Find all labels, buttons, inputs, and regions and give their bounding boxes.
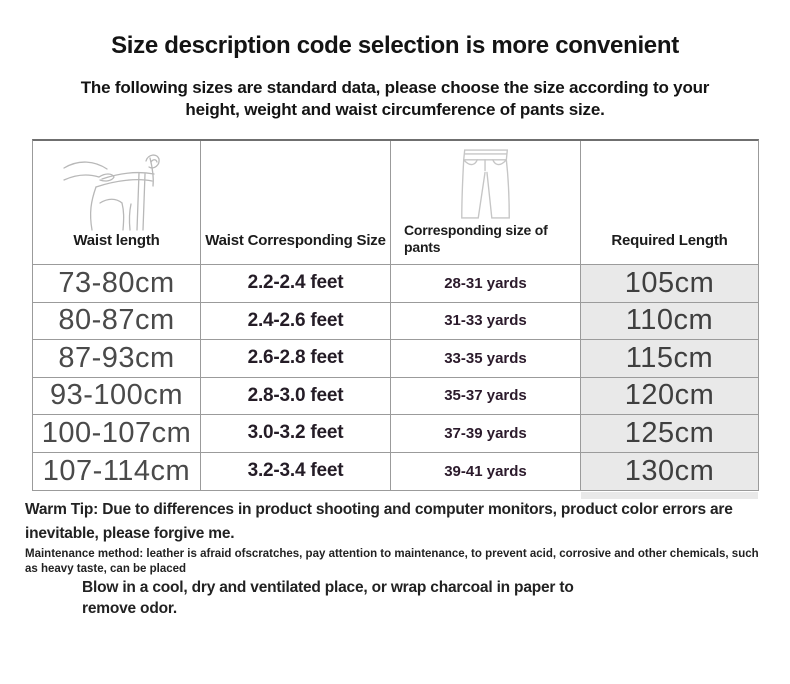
pants-icon: [391, 146, 580, 222]
column-header-corresponding-size-of-pants: Corresponding size of pants: [391, 141, 581, 265]
maintenance-note: Maintenance method: leather is afraid of…: [25, 548, 759, 575]
required-length-column-shadow: [581, 492, 758, 499]
warm-tip-note: Warm Tip: Due to differences in product …: [25, 501, 733, 542]
pants-size-value: 28-31 yards: [391, 265, 581, 303]
page-subtitle: The following sizes are standard data, p…: [80, 78, 710, 119]
column-header-waist-length: Waist length: [33, 141, 201, 265]
waist-size-value: 3.2-3.4 feet: [201, 452, 391, 490]
waist-size-value: 2.2-2.4 feet: [201, 265, 391, 303]
required-length-value: 125cm: [581, 415, 758, 453]
waist-length-value: 87-93cm: [33, 340, 201, 378]
waist-length-value: 107-114cm: [33, 452, 201, 490]
waist-size-value: 2.6-2.8 feet: [201, 340, 391, 378]
storage-note: Blow in a cool, dry and ventilated place…: [82, 579, 574, 617]
pants-size-value: 37-39 yards: [391, 415, 581, 453]
column-header-label: Waist length: [73, 232, 160, 249]
column-header-required-length: Required Length: [581, 141, 758, 265]
waist-measure-icon: [33, 146, 200, 232]
required-length-value: 110cm: [581, 302, 758, 340]
pants-size-value: 31-33 yards: [391, 302, 581, 340]
required-length-value: 115cm: [581, 340, 758, 378]
pants-size-value: 33-35 yards: [391, 340, 581, 378]
column-header-label: Corresponding size of pants: [404, 222, 548, 255]
column-header-waist-corresponding-size: Waist Corresponding Size: [201, 141, 391, 265]
waist-length-value: 80-87cm: [33, 302, 201, 340]
waist-length-value: 100-107cm: [33, 415, 201, 453]
waist-size-value: 2.4-2.6 feet: [201, 302, 391, 340]
waist-length-value: 73-80cm: [33, 265, 201, 303]
waist-length-value: 93-100cm: [33, 377, 201, 415]
page-title: Size description code selection is more …: [111, 32, 679, 59]
column-header-label: Waist Corresponding Size: [205, 232, 386, 249]
column-header-label: Required Length: [611, 232, 728, 249]
size-chart-table: Waist length Waist Corresponding Size Co…: [32, 139, 759, 491]
required-length-value: 130cm: [581, 452, 758, 490]
required-length-value: 120cm: [581, 377, 758, 415]
pants-size-value: 35-37 yards: [391, 377, 581, 415]
required-length-value: 105cm: [581, 265, 758, 303]
waist-size-value: 3.0-3.2 feet: [201, 415, 391, 453]
pants-size-value: 39-41 yards: [391, 452, 581, 490]
waist-size-value: 2.8-3.0 feet: [201, 377, 391, 415]
